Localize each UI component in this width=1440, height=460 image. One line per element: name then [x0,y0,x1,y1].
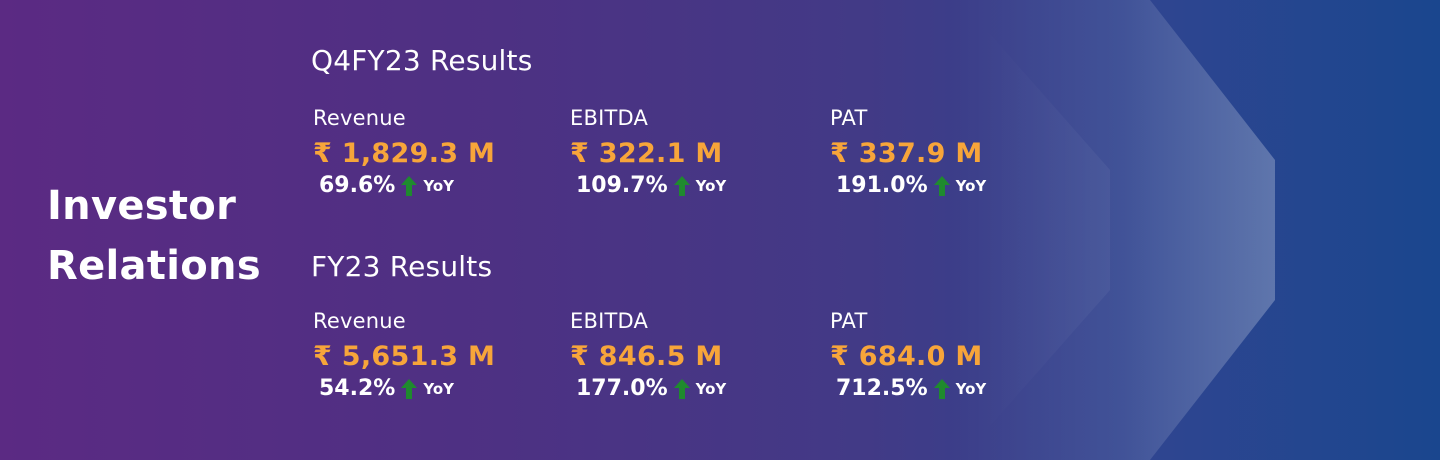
metric-growth: 712.5% YoY [836,376,1070,401]
fy-section-title: FY23 Results [311,250,493,283]
metric-growth: 109.7% YoY [576,173,810,198]
yoy-label: YoY [955,379,987,398]
yoy-label: YoY [423,379,454,398]
arrow-up-icon [673,175,690,196]
fy-pat-card: PAT ₹ 684.0 M 712.5% YoY [830,309,1070,401]
fy-revenue-card: Revenue ₹ 5,651.3 M 54.2% YoY [313,309,553,401]
yoy-label: YoY [423,176,454,195]
metric-value: ₹ 846.5 M [570,341,723,372]
yoy-label: YoY [955,176,987,195]
arrow-up-icon [933,378,950,399]
yoy-label: YoY [695,176,727,195]
metric-label: PAT [830,309,868,333]
metric-growth: 177.0% YoY [576,376,810,401]
metric-label: Revenue [313,106,406,130]
growth-percent: 109.7% [576,173,668,198]
arrow-up-icon [933,175,950,196]
q4-ebitda-card: EBITDA ₹ 322.1 M 109.7% YoY [570,106,810,198]
arrow-up-icon [401,175,418,196]
q4-revenue-card: Revenue ₹ 1,829.3 M 69.6% YoY [313,106,553,198]
growth-percent: 191.0% [836,173,928,198]
q4-section-title: Q4FY23 Results [311,44,533,77]
metric-value: ₹ 322.1 M [570,138,723,169]
arrow-up-icon [673,378,690,399]
metric-growth: 54.2% YoY [319,376,553,401]
page-title: Investor Relations [47,176,287,296]
growth-percent: 712.5% [836,376,928,401]
metric-label: Revenue [313,309,406,333]
page-title-line1: Investor [47,183,237,229]
metric-value: ₹ 1,829.3 M [313,138,496,169]
metric-growth: 191.0% YoY [836,173,1070,198]
metric-label: PAT [830,106,868,130]
growth-percent: 177.0% [576,376,668,401]
page-title-line2: Relations [47,243,261,289]
growth-percent: 69.6% [319,173,396,198]
metric-value: ₹ 5,651.3 M [313,341,496,372]
fy-ebitda-card: EBITDA ₹ 846.5 M 177.0% YoY [570,309,810,401]
metric-growth: 69.6% YoY [319,173,553,198]
metric-label: EBITDA [570,106,649,130]
q4-pat-card: PAT ₹ 337.9 M 191.0% YoY [830,106,1070,198]
growth-percent: 54.2% [319,376,396,401]
arrow-up-icon [401,378,418,399]
yoy-label: YoY [695,379,727,398]
metric-value: ₹ 684.0 M [830,341,983,372]
metric-label: EBITDA [570,309,649,333]
metric-value: ₹ 337.9 M [830,138,983,169]
